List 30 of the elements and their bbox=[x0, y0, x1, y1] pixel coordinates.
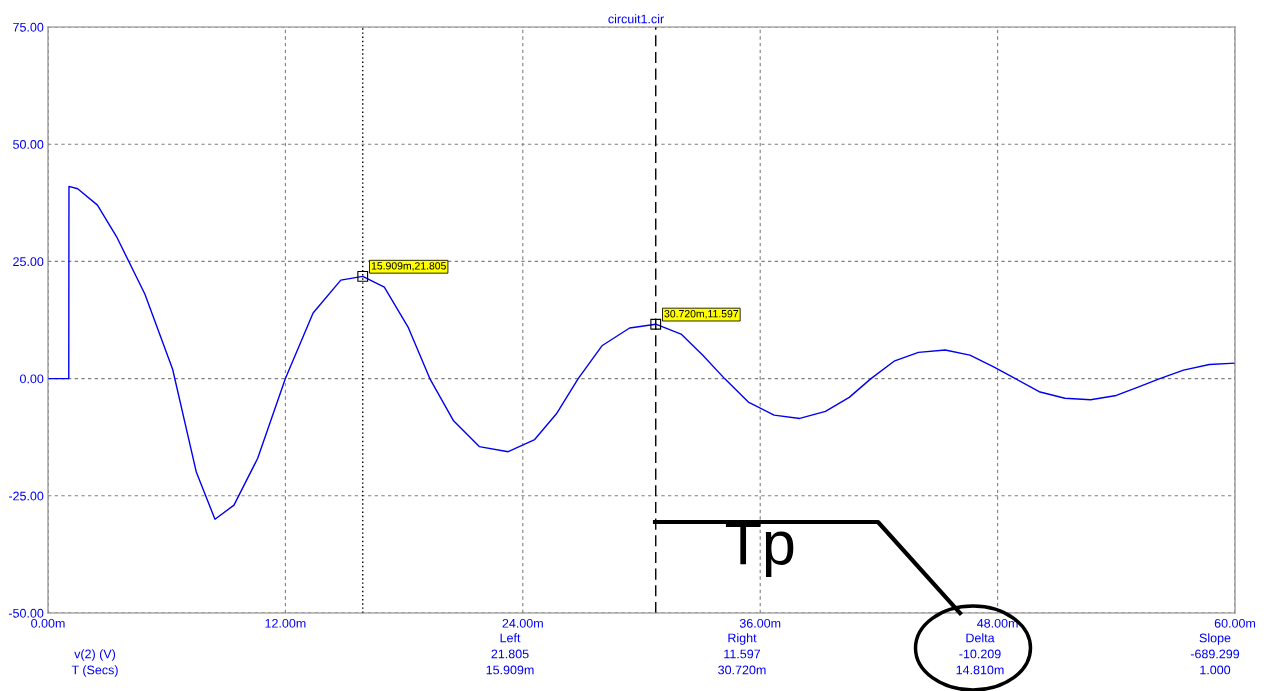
x-tick-label: 24.00m bbox=[502, 618, 543, 628]
text: 15.909m bbox=[486, 665, 534, 675]
text: 30.720m bbox=[718, 665, 766, 675]
line-series bbox=[48, 185, 1235, 520]
text: T (Secs) bbox=[71, 665, 118, 677]
annotation: 15.909m,21.805 bbox=[371, 262, 446, 271]
text: 1.000 bbox=[1200, 665, 1231, 675]
x-tick-label: 0.00m bbox=[31, 618, 65, 628]
y-tick-label: 25.00 bbox=[13, 257, 44, 267]
text: Delta bbox=[966, 633, 995, 643]
text: 14.810m bbox=[956, 665, 1004, 675]
x-tick-label: 60.00m bbox=[1214, 618, 1256, 628]
text: -689.299 bbox=[1190, 649, 1240, 659]
text: Left bbox=[500, 633, 521, 643]
y-tick-label: 75.00 bbox=[13, 22, 44, 32]
y-tick-label: 50.00 bbox=[13, 140, 44, 149]
text: 21.805 bbox=[491, 649, 529, 659]
x-tick-label: 12.00m bbox=[265, 618, 306, 628]
text: Slope bbox=[1199, 633, 1231, 645]
y-tick-label: -25.00 bbox=[8, 491, 44, 501]
text: v(2) (V) bbox=[74, 649, 116, 661]
text: Right bbox=[728, 633, 757, 645]
y-tick-label: 0.00 bbox=[20, 374, 44, 384]
x-tick-label: 48.00m bbox=[977, 618, 1018, 628]
chart-title: circuit1.cir bbox=[608, 14, 664, 24]
x-tick-label: 36.00m bbox=[739, 618, 781, 628]
text: 11.597 bbox=[724, 649, 761, 659]
y-tick-label: -50.00 bbox=[8, 608, 44, 618]
text: -10.209 bbox=[959, 649, 1001, 659]
annotation: 30.720m,11.597 bbox=[664, 310, 739, 319]
